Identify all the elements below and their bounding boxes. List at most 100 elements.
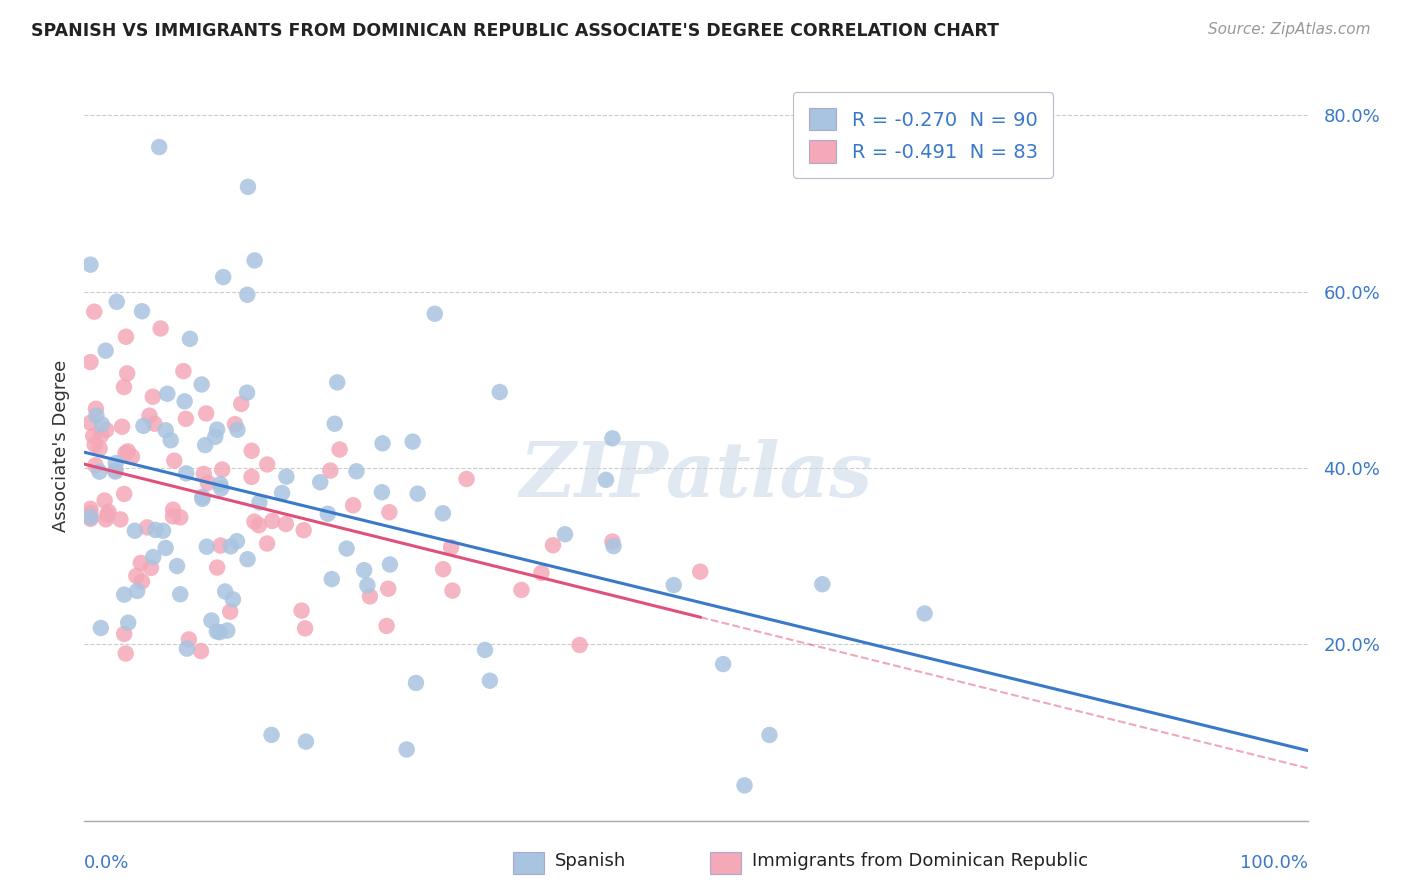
Point (329, 442, 352, 457)
Point (323, 417, 346, 431)
Point (155, 541, 177, 555)
Point (86, 409, 108, 423)
Point (132, 418, 155, 433)
Point (79, 512, 101, 526)
Point (689, 565, 711, 579)
Point (131, 304, 153, 318)
Point (205, 423, 228, 437)
Point (191, 490, 214, 504)
Point (145, 523, 167, 537)
Point (195, 406, 218, 420)
Point (112, 380, 135, 394)
Point (249, 495, 271, 509)
Point (602, 539, 624, 553)
Point (104, 465, 127, 479)
Point (138, 409, 160, 423)
Point (568, 638, 591, 652)
Point (243, 515, 266, 529)
Point (217, 624, 239, 638)
Point (162, 502, 184, 516)
Point (375, 619, 398, 633)
Point (406, 486, 429, 500)
Point (79, 355, 101, 369)
Point (127, 584, 149, 599)
Point (211, 462, 233, 476)
Point (115, 330, 138, 344)
Point (174, 412, 197, 426)
Point (115, 367, 138, 381)
Point (179, 332, 201, 346)
Point (205, 624, 228, 639)
Point (79, 258, 101, 272)
Point (488, 385, 510, 400)
Point (336, 541, 359, 556)
Point (79, 510, 101, 524)
Point (143, 417, 166, 431)
Text: Source: ZipAtlas.com: Source: ZipAtlas.com (1208, 22, 1371, 37)
Point (79, 416, 101, 430)
Point (112, 487, 135, 501)
Point (152, 524, 174, 538)
Point (79, 501, 101, 516)
Point (163, 453, 186, 467)
Point (195, 540, 218, 554)
Point (89, 465, 111, 479)
Point (359, 590, 381, 604)
Point (440, 541, 463, 555)
Point (209, 481, 232, 495)
Point (256, 458, 278, 472)
Point (236, 179, 259, 194)
Point (295, 734, 318, 748)
Point (197, 475, 219, 490)
Point (190, 644, 212, 658)
Point (93, 493, 115, 508)
Point (169, 587, 191, 601)
Point (291, 604, 314, 618)
Point (84, 458, 107, 473)
Point (342, 498, 364, 512)
Point (110, 512, 132, 526)
Point (456, 472, 478, 486)
Point (114, 647, 136, 661)
Point (112, 627, 135, 641)
Point (260, 728, 283, 742)
Point (176, 641, 198, 656)
Point (602, 431, 624, 445)
Point (84, 401, 107, 416)
Point (236, 552, 259, 566)
Point (371, 436, 394, 450)
Point (914, 607, 936, 621)
Point (309, 475, 332, 490)
Point (377, 582, 399, 596)
Point (224, 417, 246, 431)
Point (166, 559, 188, 574)
Point (734, 778, 756, 792)
Point (200, 614, 222, 628)
Point (79, 506, 101, 520)
Point (326, 376, 349, 390)
Text: ZIPatlas: ZIPatlas (519, 439, 873, 513)
Text: SPANISH VS IMMIGRANTS FROM DOMINICAN REPUBLIC ASSOCIATE'S DEGREE CORRELATION CHA: SPANISH VS IMMIGRANTS FROM DOMINICAN REP… (31, 22, 998, 40)
Point (226, 423, 249, 437)
Point (711, 657, 734, 671)
Point (89, 442, 111, 456)
Point (149, 321, 172, 335)
Point (758, 728, 780, 742)
Point (236, 287, 259, 301)
Point (274, 516, 297, 531)
Point (125, 569, 148, 583)
Point (256, 536, 278, 550)
Point (94, 512, 117, 526)
Point (142, 390, 165, 404)
Point (530, 566, 553, 580)
Point (321, 572, 343, 586)
Point (231, 397, 253, 411)
Point (226, 534, 249, 549)
Point (105, 294, 128, 309)
Point (129, 556, 152, 570)
Point (219, 539, 242, 553)
Point (194, 438, 217, 452)
Point (83, 304, 105, 318)
Point (174, 467, 197, 481)
Point (219, 605, 242, 619)
